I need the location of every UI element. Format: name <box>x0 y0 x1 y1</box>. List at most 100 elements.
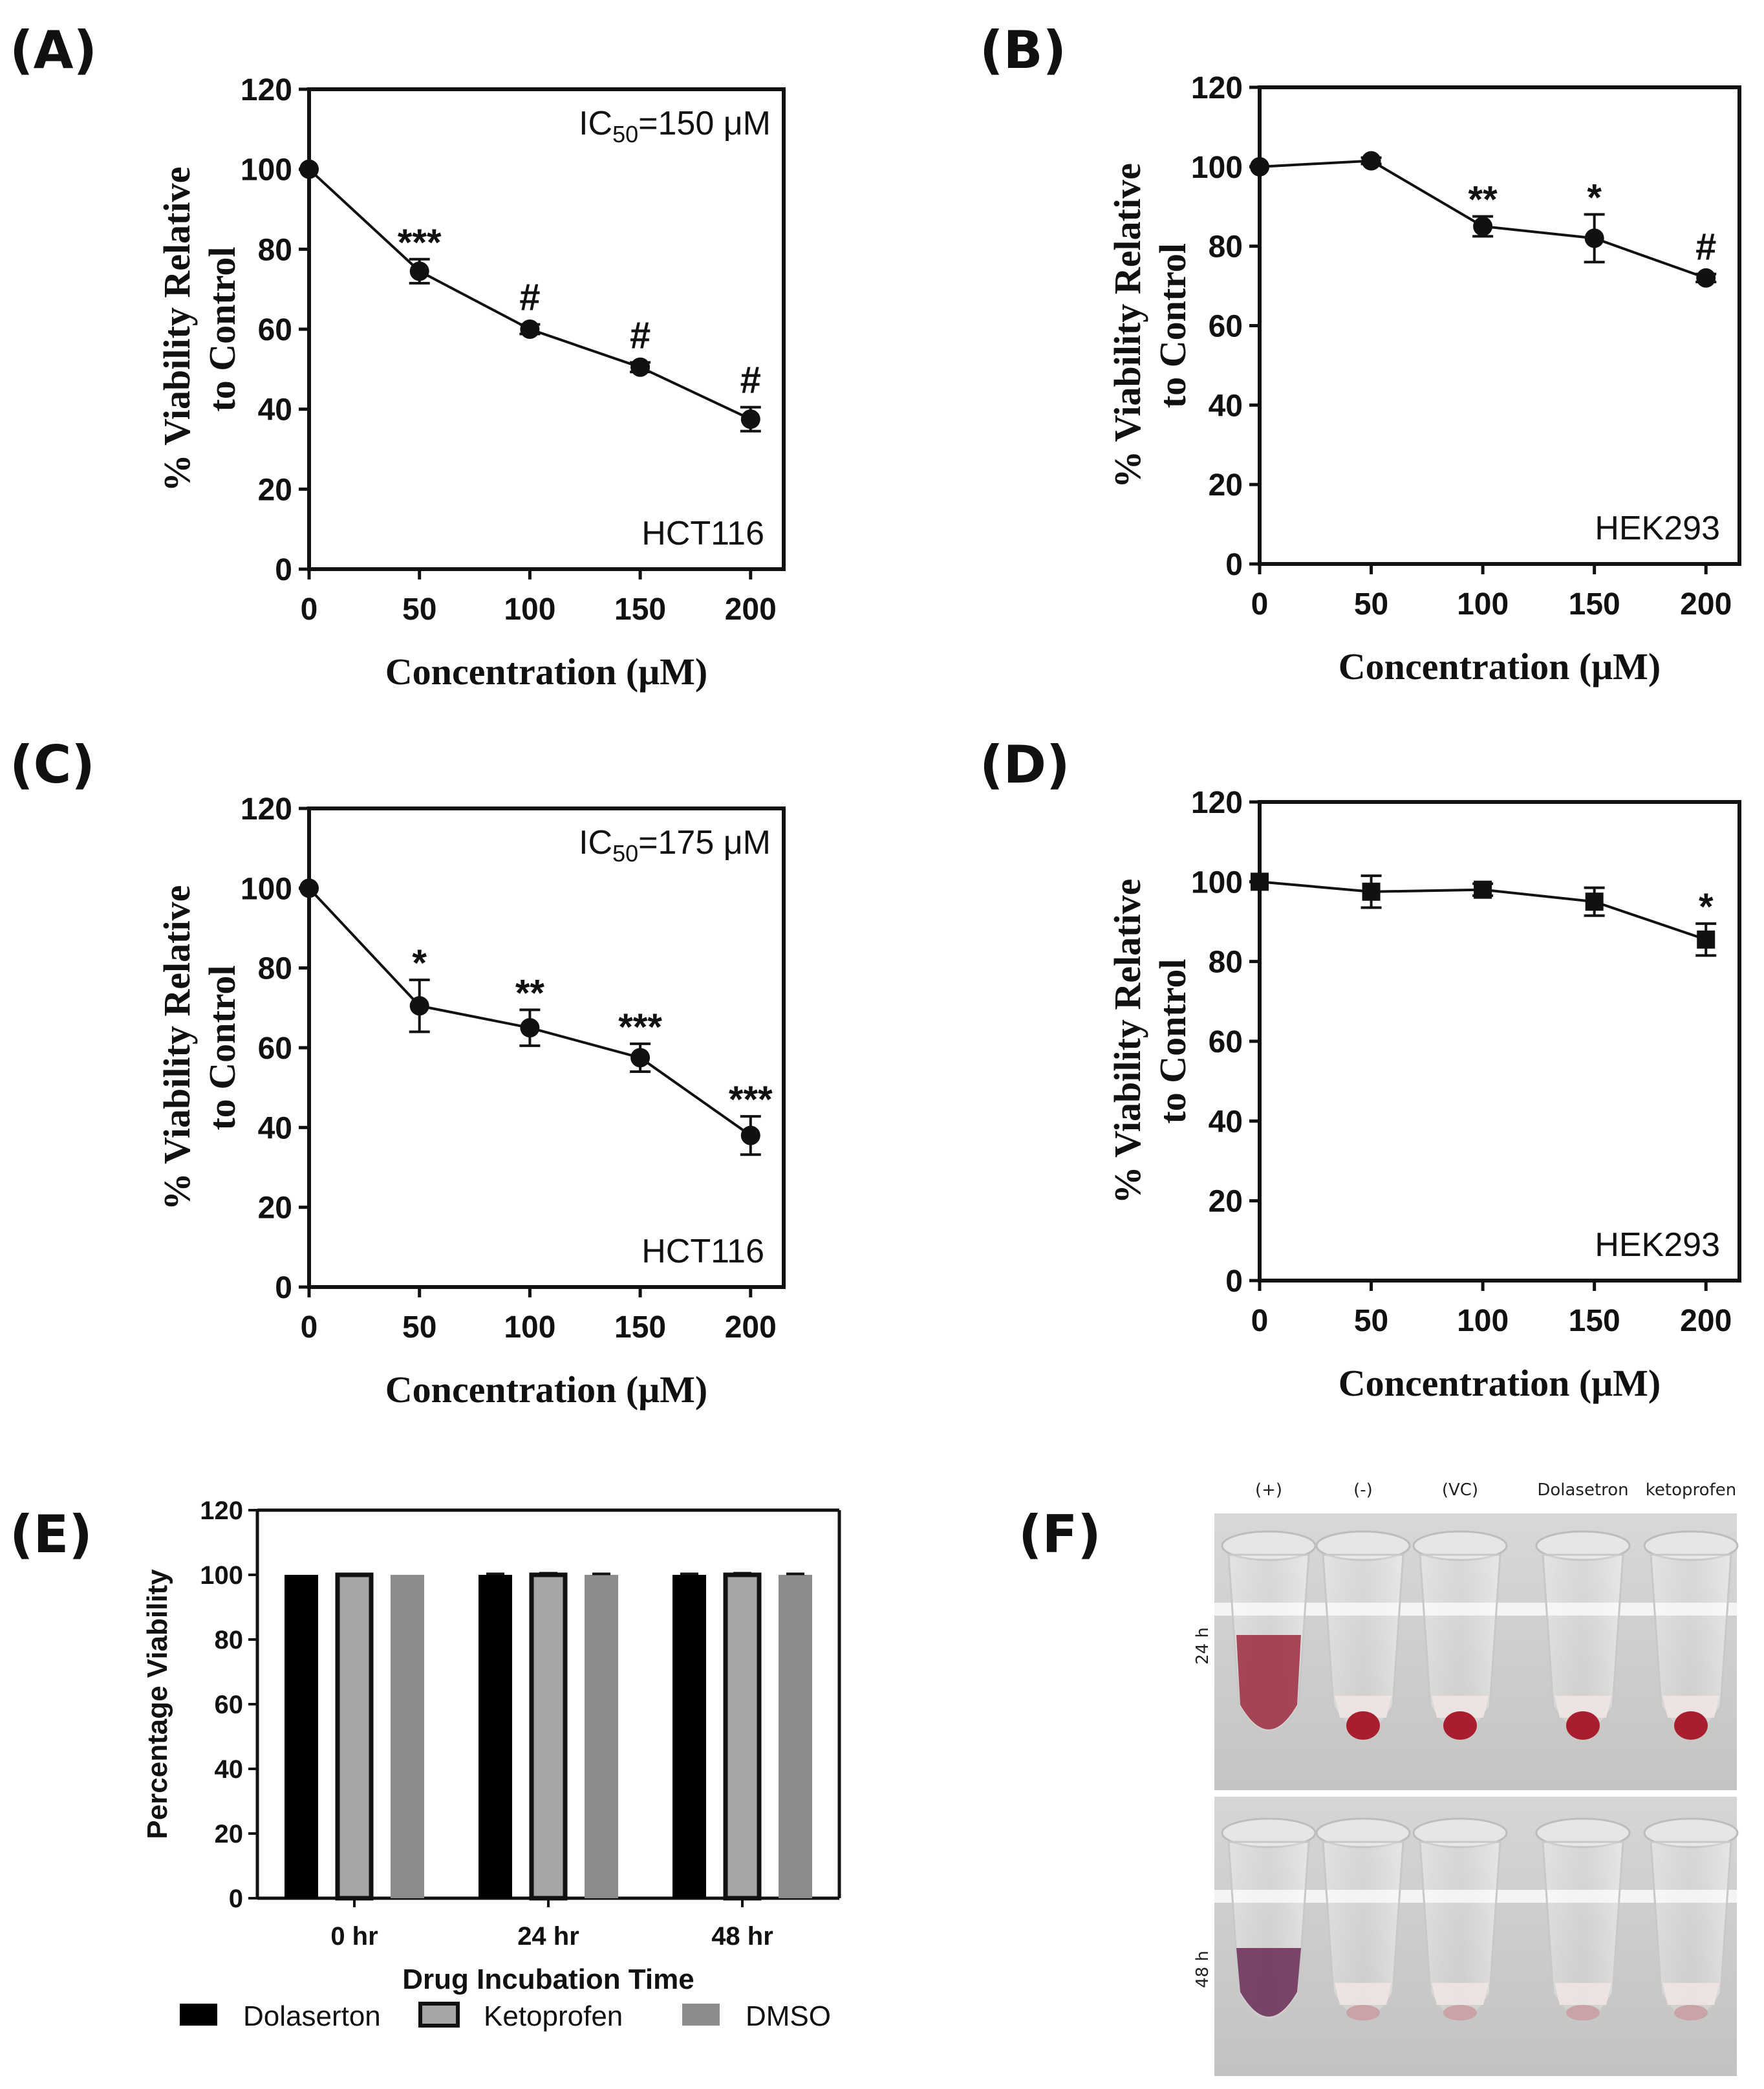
chart-panel-d: 0 20 40 60 80 100 120 0 50 100 150 200 Concentration… <box>1106 786 1741 1404</box>
ic50-subscript: 50 <box>612 840 638 867</box>
x-tick-label: 150 <box>614 592 666 627</box>
panel-label-f: (F) <box>1018 1504 1101 1564</box>
plot-frame <box>307 806 786 1289</box>
x-tick-label: 50 <box>1354 1304 1388 1338</box>
significance-marker: ** <box>515 972 545 1014</box>
legend-label: DMSO <box>746 2000 831 2032</box>
ic50-value: =150 μM <box>638 105 771 142</box>
hemolyzed-liquid <box>1236 1948 1301 2017</box>
data-point <box>1474 880 1492 899</box>
x-tick-label: 0 <box>1251 587 1269 622</box>
data-point <box>1584 228 1604 248</box>
y-tick-label: 80 <box>1209 946 1243 980</box>
panel-label-b: (B) <box>980 20 1066 80</box>
y-tick-label: 0 <box>275 553 292 587</box>
x-tick-label: 200 <box>725 592 777 627</box>
x-tick-label: 50 <box>402 1310 436 1345</box>
y-axis-title-line1: % Viability Relative <box>1106 879 1148 1204</box>
data-point <box>1361 151 1381 171</box>
y-axis-title-line2: to Control <box>201 965 243 1130</box>
rbc-pellet <box>1443 2005 1477 2020</box>
significance-marker: *** <box>618 1006 662 1048</box>
rbc-pellet <box>1674 1711 1708 1740</box>
rbc-pellet <box>1346 2005 1380 2020</box>
x-tick-label: 150 <box>1569 1304 1620 1338</box>
data-point <box>520 319 540 339</box>
y-tick-label: 0 <box>275 1271 292 1305</box>
supernatant <box>1432 1983 1489 2005</box>
cell-line-label: HCT116 <box>641 515 764 552</box>
y-axis-title-line2: to Control <box>1152 958 1194 1123</box>
x-tick-label: 50 <box>1354 587 1388 622</box>
ic50-value: =175 μM <box>638 824 771 861</box>
ic50-subscript: 50 <box>612 121 638 147</box>
significance-marker: * <box>1699 886 1714 928</box>
legend-label: Dolaserton <box>243 2000 381 2032</box>
data-point <box>520 1018 540 1038</box>
y-tick-label: 40 <box>258 393 292 428</box>
cell-line-label: HEK293 <box>1595 510 1720 547</box>
y-tick-label: 60 <box>1209 310 1243 344</box>
hemolysis-row-label: 24 h <box>1193 1627 1212 1665</box>
y-tick-label: 20 <box>1209 468 1243 503</box>
data-point <box>1362 882 1381 901</box>
supernatant <box>1554 1696 1611 1718</box>
y-tick-label: 20 <box>215 1820 244 1848</box>
y-tick-label: 40 <box>1209 389 1243 423</box>
significance-marker: * <box>1587 177 1602 219</box>
plot-frame <box>1258 85 1741 566</box>
supernatant <box>1662 1696 1719 1718</box>
significance-marker: * <box>412 942 427 984</box>
chart-panel-e: 0 20 40 60 80 100 120 0 hr 24 hr 48 hr Drug Incuba… <box>142 1497 841 2032</box>
x-tick-label: 48 hr <box>711 1922 773 1951</box>
x-tick-label: 150 <box>1569 587 1620 622</box>
x-axis-title: Concentration (μM) <box>385 1369 707 1411</box>
y-tick-label: 120 <box>1191 71 1243 105</box>
y-tick-label: 20 <box>1209 1185 1243 1219</box>
panel-label-d: (D) <box>980 735 1070 795</box>
y-tick-label: 40 <box>1209 1105 1243 1139</box>
data-point <box>740 409 760 429</box>
supernatant <box>1554 1983 1611 2005</box>
bar <box>779 1575 812 1898</box>
ic50-prefix: IC <box>579 105 612 142</box>
ic50-prefix: IC <box>579 824 612 861</box>
significance-marker: # <box>1695 226 1716 268</box>
rbc-pellet <box>1674 2005 1708 2020</box>
y-axis-title-line2: to Control <box>1152 243 1194 408</box>
bar <box>285 1575 318 1898</box>
supernatant <box>1335 1983 1392 2005</box>
rbc-pellet <box>1566 2005 1600 2020</box>
chart-panel-c: 0 20 40 60 80 100 120 0 50 100 150 200 Concentration… <box>156 792 786 1411</box>
x-tick-label: 50 <box>402 592 436 627</box>
tube-set <box>1214 1530 1739 2020</box>
hemolysis-col-label: (+) <box>1255 1480 1282 1500</box>
rbc-pellet <box>1566 1711 1600 1740</box>
supernatant <box>1335 1696 1392 1718</box>
supernatant <box>1432 1696 1489 1718</box>
x-tick-label: 24 hr <box>517 1922 579 1951</box>
y-tick-label: 0 <box>229 1885 243 1913</box>
y-tick-label: 100 <box>1191 865 1243 900</box>
bar <box>391 1575 424 1898</box>
x-axis-title: Concentration (μM) <box>1339 1362 1661 1404</box>
cell-line-label: HEK293 <box>1595 1226 1720 1264</box>
y-axis-title-line1: % Viability Relative <box>1106 163 1148 488</box>
chart-panel-a: 0 20 40 60 80 100 120 0 50 100 150 200 Concentration… <box>156 73 786 693</box>
data-point <box>1697 930 1716 949</box>
x-tick-label: 100 <box>1457 1304 1509 1338</box>
significance-marker: # <box>519 277 540 319</box>
hemolysis-col-label: (VC) <box>1442 1480 1478 1500</box>
significance-marker: ** <box>1468 179 1498 221</box>
legend-swatch <box>682 2004 720 2026</box>
hemolyzed-liquid <box>1236 1635 1301 1729</box>
x-tick-label: 200 <box>1680 1304 1732 1338</box>
data-point <box>1585 893 1604 911</box>
y-tick-label: 60 <box>1209 1025 1243 1059</box>
y-tick-label: 20 <box>258 1191 292 1226</box>
plot-frame <box>1258 800 1741 1283</box>
rbc-pellet <box>1346 1711 1380 1740</box>
data-point <box>299 878 319 898</box>
x-tick-label: 200 <box>725 1310 777 1345</box>
chart-panel-b: 0 20 40 60 80 100 120 0 50 100 150 200 Concentration… <box>1106 71 1741 687</box>
